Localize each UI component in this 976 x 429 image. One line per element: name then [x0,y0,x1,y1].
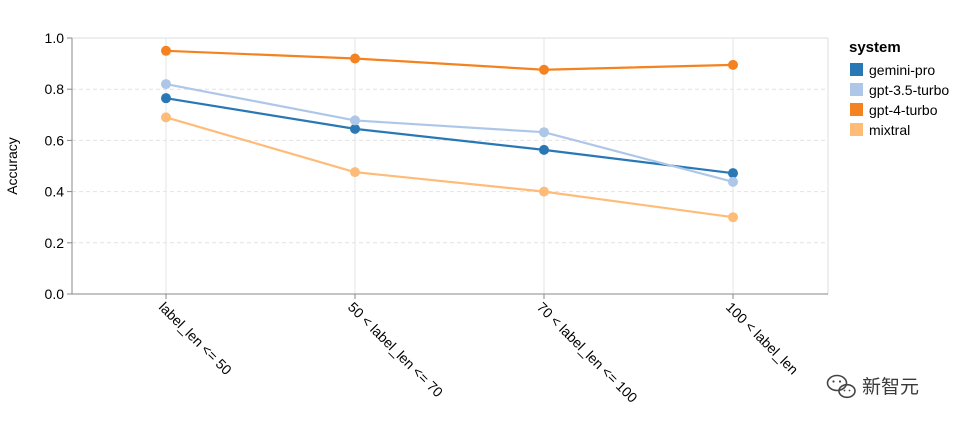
legend-swatch-gpt-4-turbo [850,103,863,116]
data-point-gpt-4-turbo [350,53,360,64]
data-point-mixtral [350,167,360,178]
y-tick-label: 0.2 [45,235,65,251]
x-tick-label: 70 < label_len <= 100 [534,299,641,406]
watermark: 新智元 [826,374,919,399]
data-point-gemini-pro [161,93,171,104]
data-point-gemini-pro [350,123,360,134]
series-line-gpt-3.5-turbo [165,82,734,183]
data-point-gpt-3.5-turbo [161,79,171,90]
data-point-gpt-3.5-turbo [539,127,549,138]
series-line-gemini-pro [165,97,734,175]
data-point-gpt-4-turbo [728,59,738,70]
series-line-gpt-4-turbo [165,49,734,71]
grid-lines [72,37,829,294]
data-point-gpt-4-turbo [539,64,549,75]
x-tick-label: 50 < label_len <= 70 [345,299,446,400]
wechat-icon [826,374,856,399]
series-points [161,45,738,223]
legend-label-gpt-4-turbo: gpt-4-turbo [869,102,938,118]
data-point-gemini-pro [728,168,738,179]
data-point-mixtral [728,212,738,223]
tick-labels: 0.0 0.2 0.4 0.6 0.8 1.0 label_len <= 50 50 < la… [45,30,802,406]
data-point-mixtral [539,186,549,197]
legend: system gemini-pro gpt-3.5-turbo gpt-4-turb… [849,39,949,138]
data-point-gemini-pro [539,144,549,155]
y-axis-title: Accuracy [4,137,20,195]
series-lines [165,49,734,219]
data-point-gpt-3.5-turbo [728,176,738,187]
legend-label-mixtral: mixtral [869,122,910,138]
legend-swatch-gemini-pro [850,63,863,76]
x-tick-label: 100 < label_len [723,299,802,378]
data-point-mixtral [161,112,171,123]
series-line-mixtral [165,116,734,219]
watermark-text: 新智元 [862,376,919,398]
axes [67,37,828,299]
y-tick-label: 0.0 [45,286,65,302]
legend-label-gemini-pro: gemini-pro [869,62,935,78]
legend-swatch-mixtral [850,123,863,136]
y-tick-label: 0.8 [45,81,65,97]
data-point-gpt-4-turbo [161,45,171,56]
y-tick-label: 0.4 [45,184,65,200]
y-tick-label: 1.0 [45,30,65,46]
legend-swatch-gpt-3.5-turbo [850,83,863,96]
x-tick-label: label_len <= 50 [156,299,235,378]
legend-label-gpt-3.5-turbo: gpt-3.5-turbo [869,82,949,98]
legend-title: system [849,39,901,56]
y-tick-label: 0.6 [45,132,65,148]
data-point-gpt-3.5-turbo [350,115,360,126]
